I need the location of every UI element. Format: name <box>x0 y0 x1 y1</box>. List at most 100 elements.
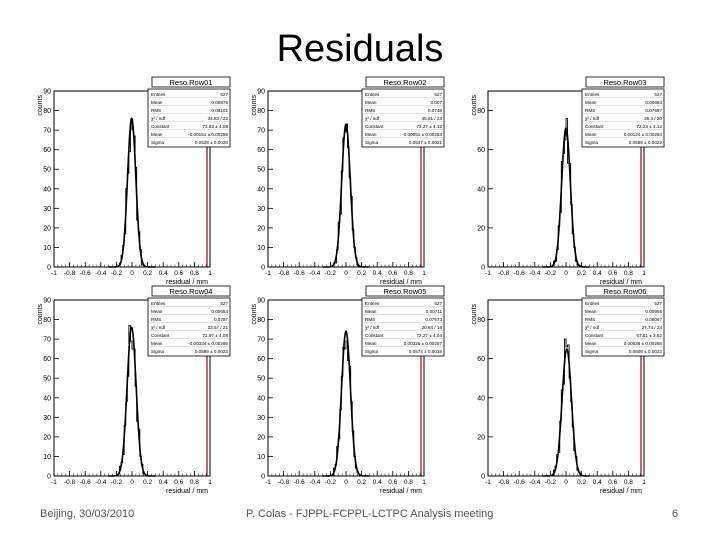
stats-box-frame <box>361 88 445 148</box>
y-tick-label: 10 <box>43 454 51 461</box>
stats-box: Entries 527 Mean 0.00955 RMS 0.08067 χ² / ndf 2… <box>581 297 665 357</box>
stats-key: Constant <box>151 124 170 129</box>
histogram-reso-row01: -1 -0.8 -0.6 -0.4 -0.2 0 0.2 0.4 0.6 0.8 1residual… <box>37 76 231 286</box>
stats-value: 0.08067 <box>645 317 662 322</box>
stats-value: 527 <box>654 92 662 97</box>
x-tick-label: 0 <box>130 479 134 486</box>
x-tick-label: 0.4 <box>373 479 382 486</box>
histogram-bins <box>488 117 644 268</box>
stats-box-frame <box>581 297 665 357</box>
histogram-bins <box>268 123 424 268</box>
x-tick-label: 1 <box>642 270 646 277</box>
x-tick-label: -0.8 <box>498 270 510 277</box>
y-tick-label: 50 <box>43 167 51 174</box>
stats-value: 72.27 ± 4.04 <box>416 333 442 338</box>
stats-value: 0.00878 <box>211 100 228 105</box>
histogram-title: Reso.Row05 <box>384 287 427 296</box>
histogram-reso-row02: -1 -0.8 -0.6 -0.4 -0.2 0 0.2 0.4 0.6 0.8 1residual… <box>251 76 445 286</box>
stats-key: RMS <box>585 317 595 322</box>
stats-key: Constant <box>585 333 604 338</box>
stats-key: Constant <box>365 333 384 338</box>
x-tick-label: -0.6 <box>80 270 92 277</box>
histogram-title: Reso.Row03 <box>604 78 647 87</box>
y-tick-label: 60 <box>43 147 51 154</box>
gaussian-fit-curve <box>322 123 370 268</box>
y-tick-label: 70 <box>43 128 51 135</box>
stats-key: Entries <box>585 92 600 97</box>
y-tick-label: 30 <box>257 415 265 422</box>
stats-key: χ² / ndf <box>585 116 600 121</box>
stats-value: 67.51 ± 3.82 <box>636 333 662 338</box>
x-tick-label: -1 <box>265 479 271 486</box>
y-tick-label: 90 <box>257 89 265 96</box>
y-tick-label: 70 <box>43 337 51 344</box>
stats-box-frame <box>147 88 231 148</box>
stats-value: -0.00051 ± 0.00253 <box>402 132 442 137</box>
x-axis-label: residual / mm <box>380 279 422 286</box>
stats-box: Entries 527 Mean 0.00711 RMS 0.07573 χ² / ndf 2… <box>361 297 445 357</box>
y-tick-label: 20 <box>477 434 485 441</box>
y-tick-label: 20 <box>43 225 51 232</box>
stats-key: Mean <box>151 100 163 105</box>
stats-box-frame <box>147 297 231 357</box>
gaussian-fit-curve <box>108 117 156 268</box>
x-tick-label: 0.2 <box>577 270 586 277</box>
x-tick-label: 0 <box>564 270 568 277</box>
x-tick-label: 0.8 <box>404 270 413 277</box>
y-tick-label: 30 <box>43 415 51 422</box>
y-tick-label: 80 <box>477 108 485 115</box>
stats-value: 0.00711 <box>426 309 443 314</box>
stats-key: Mean <box>585 100 597 105</box>
stats-key: Mean <box>365 132 377 137</box>
x-tick-label: -0.8 <box>278 270 290 277</box>
x-tick-label: -0.6 <box>80 479 92 486</box>
stats-key: Entries <box>151 301 166 306</box>
y-tick-label: 80 <box>43 317 51 324</box>
x-axis: -1 -0.8 -0.6 -0.4 -0.2 0 0.2 0.4 0.6 0.8 1residual… <box>265 471 426 495</box>
x-tick-label: 0.8 <box>190 270 199 277</box>
y-tick-label: 60 <box>477 356 485 363</box>
x-tick-label: -1 <box>265 270 271 277</box>
y-tick-label: 0 <box>47 474 51 481</box>
y-tick-label: 90 <box>43 89 51 96</box>
stats-value: 0.00654 <box>211 309 228 314</box>
stats-value: -0.00334 ± 0.00266 <box>188 341 228 346</box>
stats-box: Entries 527 Mean 0.00654 RMS 0.0797 χ² / ndf 33… <box>147 297 231 357</box>
stats-value: 33.57 / 21 <box>208 325 229 330</box>
x-axis: -1 -0.8 -0.6 -0.4 -0.2 0 0.2 0.4 0.6 0.8 1residual… <box>265 262 426 286</box>
y-tick-label: 0 <box>261 265 265 272</box>
x-tick-label: 0.8 <box>190 479 199 486</box>
y-tick-label: 20 <box>257 434 265 441</box>
stats-key: Mean <box>585 309 597 314</box>
y-tick-label: 40 <box>477 395 485 402</box>
stats-box: Entries 527 Mean 0.00878 RMS 0.08101 χ² / ndf 3… <box>147 88 231 148</box>
x-tick-label: -0.2 <box>111 479 123 486</box>
x-tick-label: 0.4 <box>159 270 168 277</box>
y-tick-label: 90 <box>257 298 265 305</box>
stats-value: 527 <box>434 92 442 97</box>
footer-presenter-meeting: P. Colas - FJPPL-FCPPL-LCTPC Analysis me… <box>246 508 494 520</box>
y-tick-label: 80 <box>477 317 485 324</box>
gaussian-fit-curve <box>542 127 590 268</box>
stats-value: -0.00151 ± 0.00259 <box>188 132 228 137</box>
histogram-reso-row03: -1 -0.8 -0.6 -0.4 -0.2 0 0.2 0.4 0.6 0.8 1residual… <box>471 76 665 286</box>
x-tick-label: -0.4 <box>95 479 107 486</box>
stats-value: 0.0589 ± 0.0023 <box>195 349 229 354</box>
stats-key: χ² / ndf <box>151 325 166 330</box>
stats-key: Constant <box>365 124 384 129</box>
x-tick-label: -0.4 <box>95 270 107 277</box>
histogram-title-box <box>151 76 231 88</box>
stats-value: 71.97 ± 4.08 <box>202 333 228 338</box>
stats-value: 27.74 / 24 <box>642 325 663 330</box>
stats-key: χ² / ndf <box>585 325 600 330</box>
y-tick-label: 60 <box>477 147 485 154</box>
stats-key: Mean <box>365 309 377 314</box>
x-tick-label: 0.6 <box>388 270 397 277</box>
x-tick-label: -0.8 <box>64 270 76 277</box>
y-tick-label: 50 <box>43 376 51 383</box>
y-axis-label: counts <box>251 304 258 325</box>
stats-value: 0.007 <box>431 100 443 105</box>
stats-key: RMS <box>151 317 161 322</box>
